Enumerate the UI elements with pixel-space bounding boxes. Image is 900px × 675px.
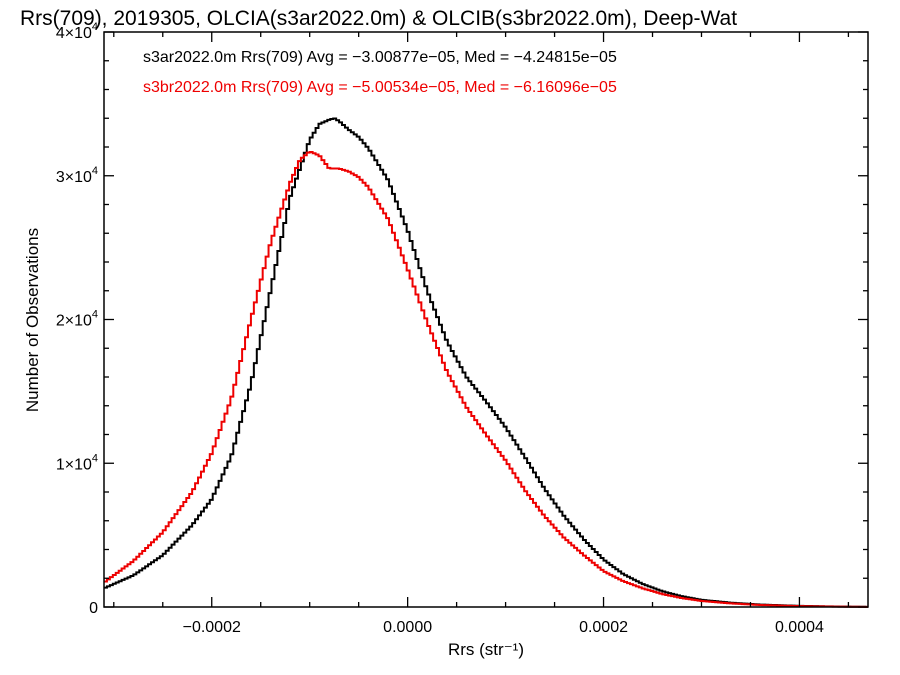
y-tick-label: 4×104 — [56, 21, 98, 42]
y-axis-label: Number of Observations — [23, 228, 42, 412]
legend-entry-s3b: s3br2022.0m Rrs(709) Avg = −5.00534e−05,… — [143, 79, 617, 96]
ticks-layer: −0.0002 0.0000 0.0002 0.0004 0 1×104 2×104 3×10… — [56, 21, 868, 636]
x-tick-label: 0.0002 — [579, 619, 628, 636]
y-tick-label: 0 — [89, 600, 98, 617]
legend-entry-s3a: s3ar2022.0m Rrs(709) Avg = −3.00877e−05,… — [143, 49, 617, 66]
x-axis-label: Rrs (str⁻¹) — [448, 640, 524, 659]
series-line-s3a — [104, 117, 868, 608]
chart-title: Rrs(709), 2019305, OLCIA(s3ar2022.0m) & … — [20, 7, 737, 30]
series-layer — [104, 117, 868, 608]
x-tick-label: −0.0002 — [183, 619, 241, 636]
x-tick-label: 0.0004 — [775, 619, 824, 636]
x-tick-label: 0.0000 — [383, 619, 432, 636]
y-tick-label: 2×104 — [56, 309, 98, 330]
series-line-s3b — [104, 150, 868, 608]
y-tick-label: 1×104 — [56, 452, 98, 473]
y-tick-label: 3×104 — [56, 165, 98, 186]
plot-frame — [103, 31, 869, 608]
